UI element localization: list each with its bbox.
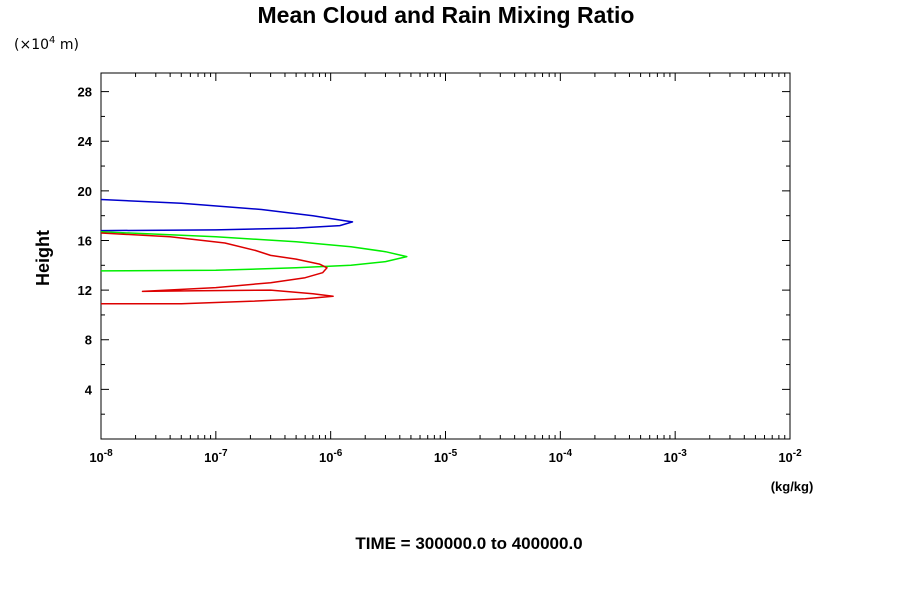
x-tick-label-exponent: -3: [678, 448, 687, 459]
x-tick-label: 10-8: [89, 448, 113, 465]
y-tick-label: 16: [78, 233, 92, 248]
x-tick-label-base: 10: [778, 450, 792, 465]
y-axis-unit-suffix: m): [55, 37, 79, 53]
y-tick-label: 12: [78, 283, 92, 298]
y-axis-unit-exponent: 4: [49, 35, 55, 46]
y-tick-label: 28: [78, 85, 92, 100]
y-axis-unit: (×104 m): [14, 35, 79, 53]
y-tick-label: 24: [78, 134, 93, 149]
x-tick-label-base: 10: [204, 450, 218, 465]
plot-frame: [100, 72, 791, 440]
y-axis-label: Height: [33, 230, 53, 286]
x-axis-unit: (kg/kg): [771, 479, 814, 494]
x-tick-label-base: 10: [434, 450, 448, 465]
series-line-3: [100, 232, 334, 305]
x-tick-label: 10-6: [319, 448, 343, 465]
series-line-2: [100, 231, 408, 272]
y-tick-label: 4: [85, 382, 93, 397]
x-tick-label-base: 10: [549, 450, 563, 465]
x-tick-label: 10-4: [549, 448, 573, 465]
x-tick-label-exponent: -7: [219, 448, 228, 459]
x-tick-label: 10-3: [663, 448, 687, 465]
x-tick-label: 10-2: [778, 448, 802, 465]
x-tick-label-exponent: -4: [563, 448, 572, 459]
chart-title: Mean Cloud and Rain Mixing Ratio: [258, 2, 635, 28]
y-axis-unit-prefix: (×10: [14, 37, 49, 53]
series-group: [100, 198, 408, 305]
x-tick-label: 10-7: [204, 448, 228, 465]
y-tick-label: 8: [85, 333, 92, 348]
x-tick-label-exponent: -8: [104, 448, 113, 459]
x-tick-label-base: 10: [663, 450, 677, 465]
x-tick-label: 10-5: [434, 448, 458, 465]
x-tick-label-base: 10: [319, 450, 333, 465]
x-tick-label-exponent: -2: [793, 448, 802, 459]
series-line-1: [100, 198, 354, 232]
time-range-label: TIME = 300000.0 to 400000.0: [355, 534, 582, 553]
x-tick-label-base: 10: [89, 450, 103, 465]
y-tick-label: 20: [78, 184, 92, 199]
x-tick-label-exponent: -5: [448, 448, 457, 459]
x-tick-label-exponent: -6: [333, 448, 342, 459]
